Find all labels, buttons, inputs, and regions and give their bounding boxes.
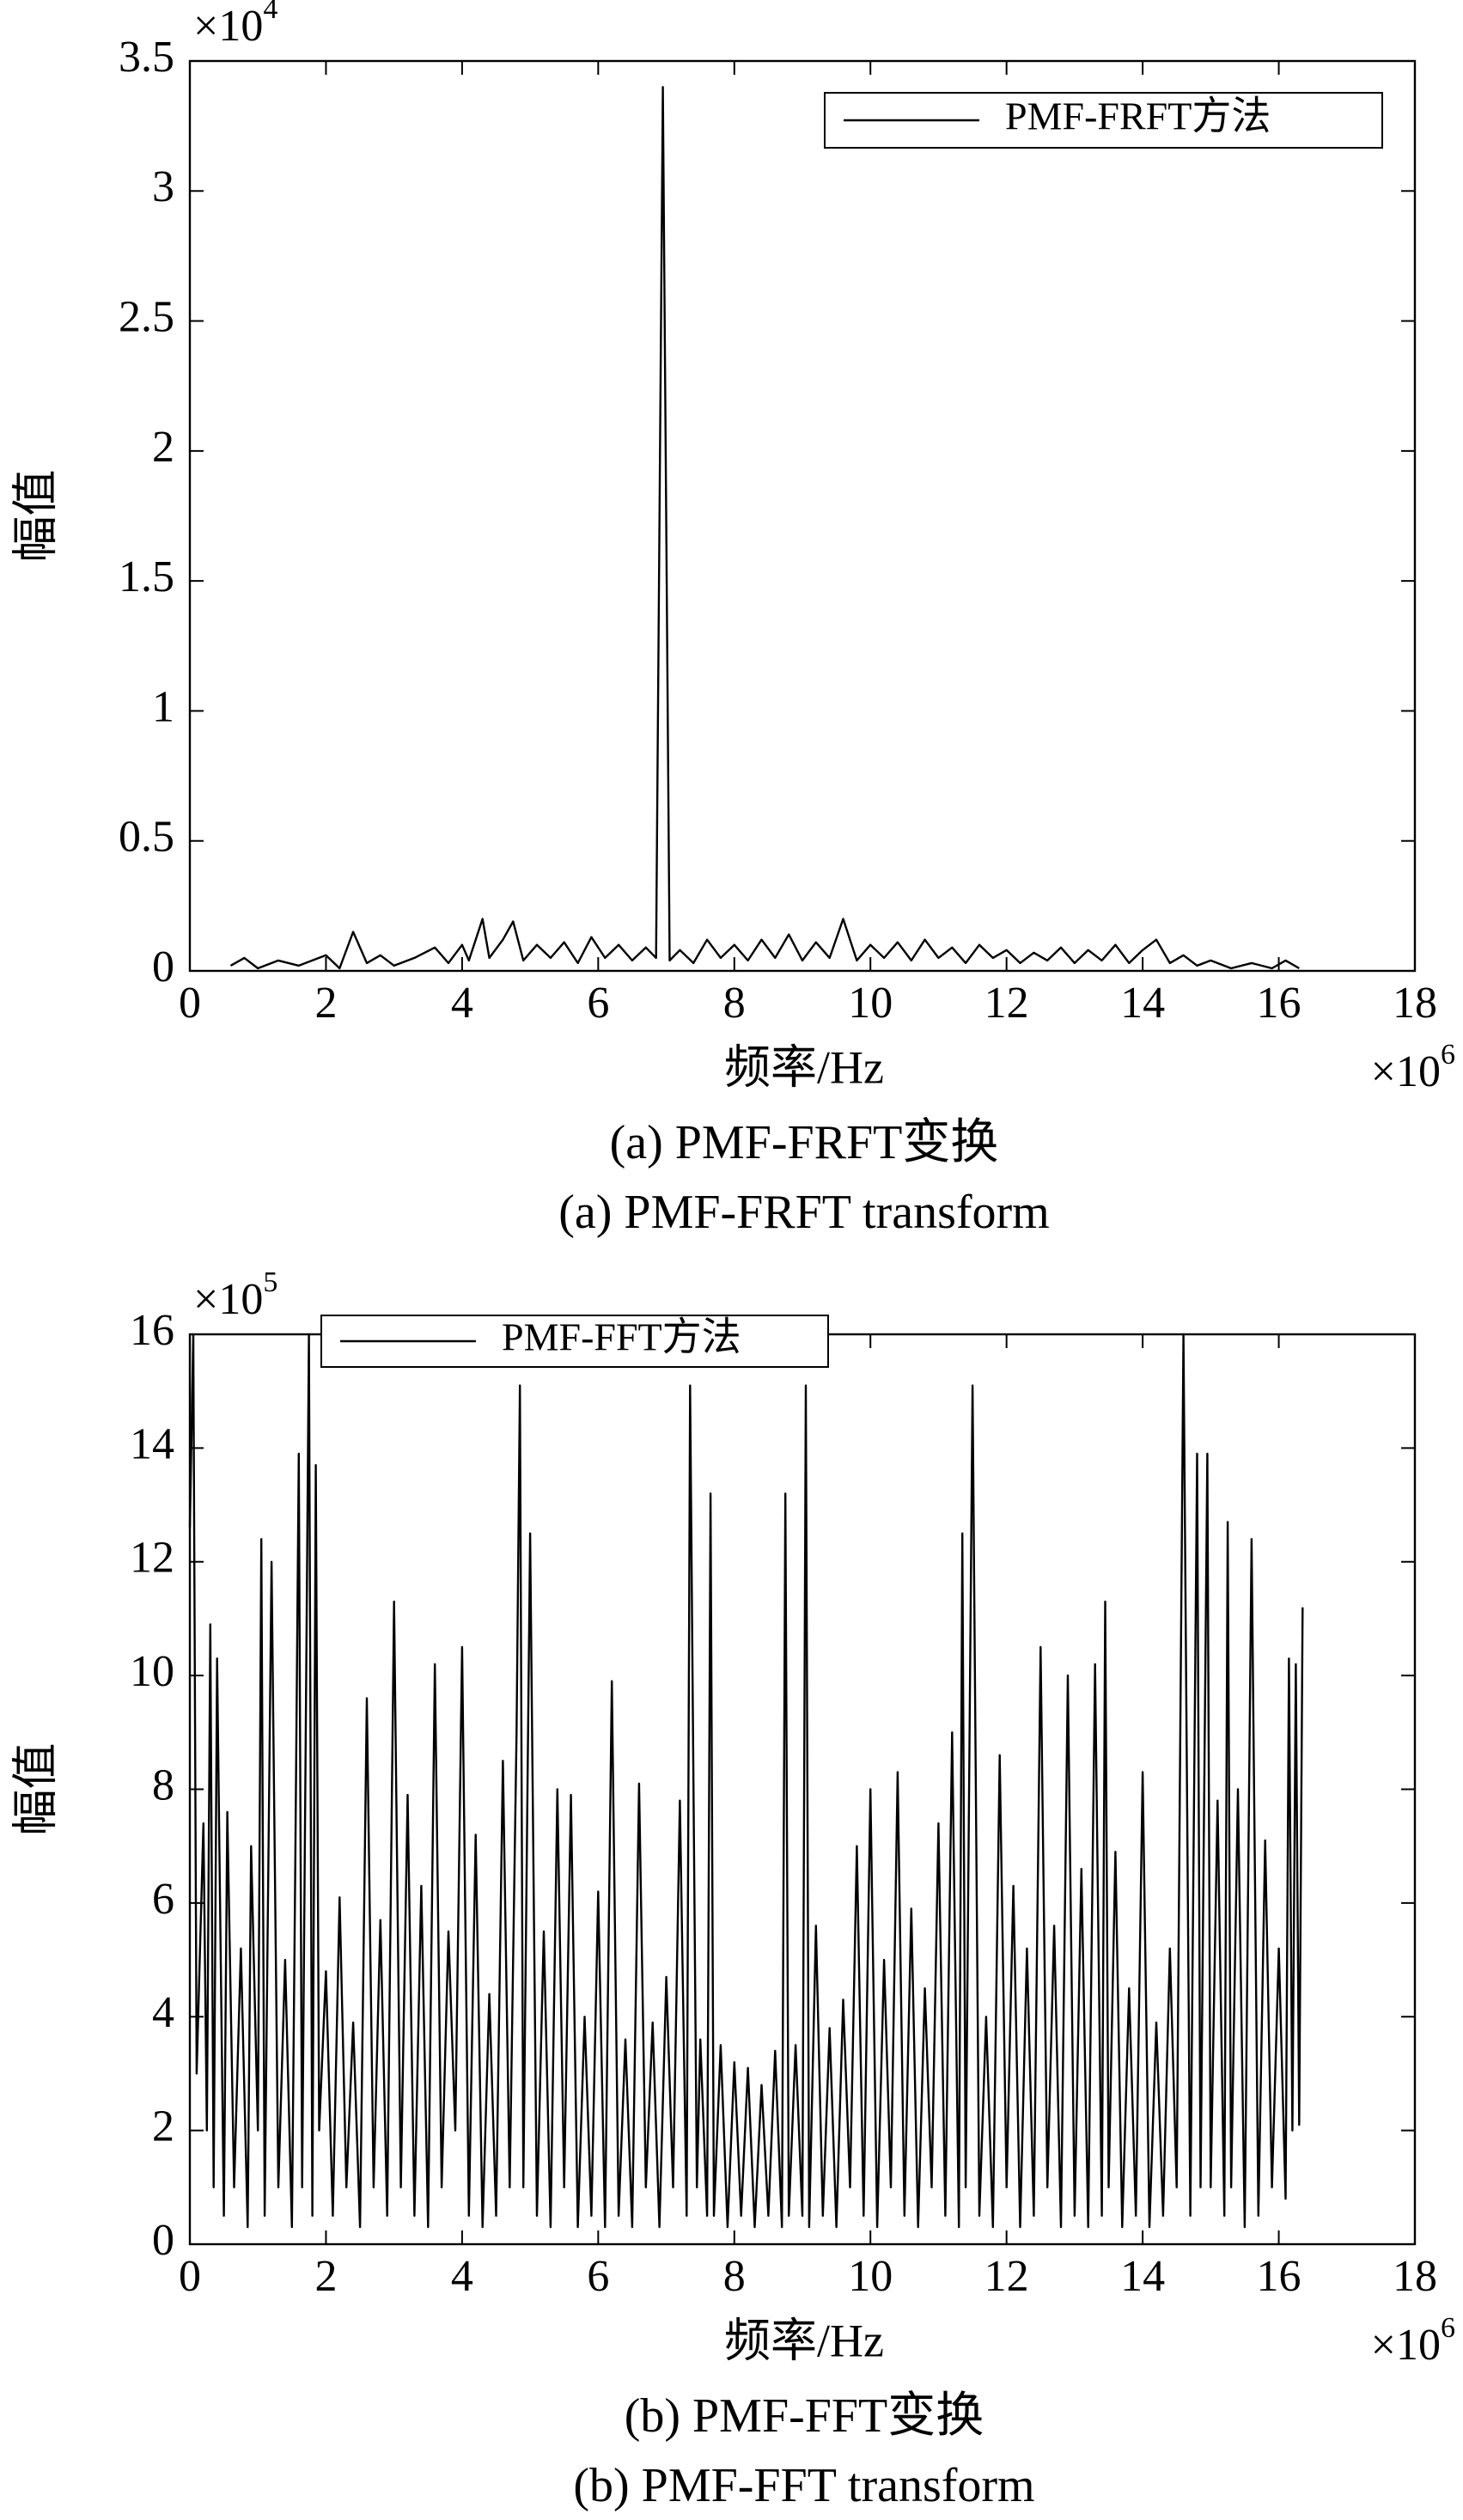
y-tick-label: 0.5 — [119, 813, 174, 862]
x-tick-label: 18 — [1393, 2252, 1437, 2301]
y-tick-label: 2 — [152, 2102, 174, 2151]
x-tick-label: 6 — [587, 979, 609, 1028]
multiplier-base: ×10 — [1371, 2321, 1441, 2370]
y-tick-label: 8 — [152, 1760, 174, 1809]
axis-multiplier: ×106 — [1371, 1039, 1455, 1096]
y-tick-label: 4 — [152, 1988, 174, 2037]
x-tick-label: 16 — [1257, 979, 1301, 1028]
x-tick-label: 10 — [848, 979, 893, 1028]
x-tick-label: 14 — [1120, 979, 1165, 1028]
caption: (a) PMF-FRFT transform — [558, 1186, 1049, 1239]
y-tick-label: 16 — [130, 1306, 174, 1355]
y-tick-label: 2 — [152, 423, 174, 472]
axis-multiplier: ×105 — [193, 1266, 277, 1324]
x-tick-label: 12 — [984, 2252, 1029, 2301]
x-tick-label: 0 — [179, 979, 201, 1028]
y-axis-label: 幅值 — [9, 1743, 61, 1836]
data-line — [229, 86, 1300, 970]
y-tick-label: 14 — [130, 1419, 174, 1468]
y-tick-label: 2.5 — [119, 293, 174, 342]
y-tick-label: 1.5 — [119, 552, 174, 601]
caption: (a) PMF-FRFT变换 — [610, 1116, 999, 1169]
x-tick-label: 12 — [984, 979, 1029, 1028]
multiplier-exp: 6 — [1441, 2312, 1455, 2344]
x-tick-label: 6 — [587, 2252, 609, 2301]
x-axis-label: 频率/Hz — [724, 2315, 884, 2366]
plot-frame — [188, 59, 1417, 973]
x-tick-label: 8 — [723, 979, 746, 1028]
y-tick-label: 0 — [152, 943, 174, 992]
x-tick-label: 4 — [451, 979, 473, 1028]
y-tick-label: 0 — [152, 2216, 174, 2265]
x-tick-label: 14 — [1120, 2252, 1165, 2301]
x-tick-label: 4 — [451, 2252, 473, 2301]
multiplier-exp: 4 — [263, 0, 277, 25]
x-tick-label: 2 — [314, 979, 337, 1028]
multiplier-exp: 5 — [263, 1266, 277, 1298]
legend-label: PMF-FRFT方法 — [1005, 95, 1271, 138]
y-tick-label: 10 — [130, 1647, 174, 1696]
y-tick-label: 1 — [152, 682, 174, 731]
multiplier-exp: 6 — [1441, 1039, 1455, 1071]
x-tick-label: 8 — [723, 2252, 746, 2301]
x-tick-label: 16 — [1257, 2252, 1301, 2301]
x-tick-label: 2 — [314, 2252, 337, 2301]
caption: (b) PMF-FFT变换 — [625, 2389, 984, 2443]
y-tick-label: 3.5 — [119, 33, 174, 82]
y-tick-label: 3 — [152, 162, 174, 211]
multiplier-base: ×10 — [193, 1275, 263, 1324]
y-tick-label: 6 — [152, 1875, 174, 1924]
x-tick-label: 0 — [179, 2252, 201, 2301]
axis-multiplier: ×106 — [1371, 2312, 1455, 2370]
legend-label: PMF-FFT方法 — [502, 1315, 741, 1359]
y-axis-label: 幅值 — [9, 470, 61, 563]
caption: (b) PMF-FFT transform — [573, 2459, 1034, 2512]
multiplier-base: ×10 — [1371, 1047, 1441, 1096]
multiplier-base: ×10 — [193, 2, 263, 51]
axis-multiplier: ×104 — [193, 0, 277, 51]
x-tick-label: 10 — [848, 2252, 893, 2301]
x-axis-label: 频率/Hz — [724, 1041, 884, 1093]
y-tick-label: 12 — [130, 1534, 174, 1583]
data-line — [188, 1333, 1304, 2229]
x-tick-label: 18 — [1393, 979, 1437, 1028]
